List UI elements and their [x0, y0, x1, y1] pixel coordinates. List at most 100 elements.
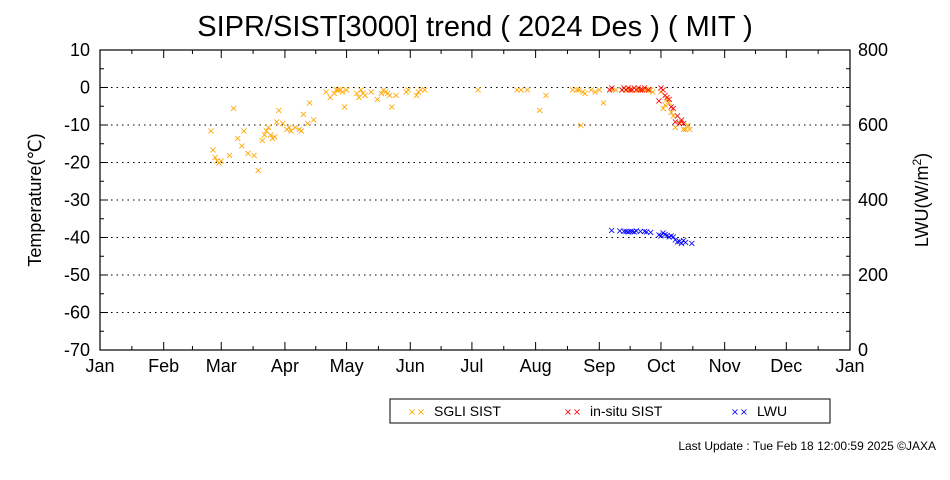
- data-point: ×: [381, 87, 389, 98]
- data-point: ×: [677, 238, 685, 249]
- x-tick-label: Jun: [396, 356, 425, 376]
- data-point: ×: [671, 117, 679, 128]
- data-point: ×: [517, 85, 525, 96]
- data-point: ×: [310, 115, 318, 126]
- data-point: ×: [612, 85, 620, 96]
- data-point: ×: [644, 85, 652, 96]
- chart-title: SIPR/SIST[3000] trend ( 2024 Des ) ( MIT…: [197, 11, 753, 43]
- data-point: ×: [240, 126, 248, 137]
- x-axis-tick-labels: Jan Feb Mar Apr May Jun Jul Aug Sep Oct Nov Dec Jan: [85, 356, 864, 376]
- data-point: ×: [675, 119, 683, 130]
- data-point: ×: [622, 226, 630, 237]
- x-tick-label: Jan: [835, 356, 864, 376]
- data-point: ×: [258, 136, 266, 147]
- data-point: ×: [622, 85, 630, 96]
- y-left-tick-label: -70: [64, 340, 90, 360]
- data-point: ×: [661, 91, 669, 102]
- axis-ticks: [99, 49, 851, 351]
- data-point: ×: [332, 85, 340, 96]
- data-point: ×: [420, 85, 428, 96]
- data-point: ×: [283, 124, 291, 135]
- data-point: ×: [628, 85, 636, 96]
- data-point: ×: [591, 87, 599, 98]
- data-point: ×: [353, 89, 361, 100]
- data-point: ×: [624, 85, 632, 96]
- data-point: ×: [686, 124, 694, 135]
- data-point: ×: [279, 119, 287, 130]
- y-axis-right-tick-labels: 800 600 400 200 0: [858, 40, 888, 360]
- y-axis-left-title: Temperature(℃): [25, 133, 45, 266]
- data-point: ×: [665, 232, 673, 243]
- y-right-tick-label: 400: [858, 190, 888, 210]
- data-point: ×: [299, 109, 307, 120]
- y-right-tick-label: 600: [858, 115, 888, 135]
- data-point: ×: [659, 104, 667, 115]
- data-point: ×: [640, 85, 648, 96]
- data-point: ×: [671, 122, 679, 133]
- y-axis-left-tick-labels: 10 0 -10 -20 -30 -40 -50 -60 -70: [64, 40, 90, 360]
- data-point: ×: [287, 126, 295, 137]
- data-point: ×: [663, 92, 671, 103]
- y-right-tick-label: 800: [858, 40, 888, 60]
- data-point: ×: [628, 85, 636, 96]
- data-point: ×: [669, 104, 677, 115]
- series-in-situ-sist: ×× ××××××××××××××××××××××××××: [605, 83, 687, 130]
- data-point: ×: [663, 230, 671, 241]
- data-point: ×: [244, 149, 252, 160]
- legend-marker: ×: [408, 407, 416, 418]
- data-point: ×: [642, 85, 650, 96]
- data-point: ×: [225, 151, 233, 162]
- y-left-tick-label: -10: [64, 115, 90, 135]
- legend-marker: ×: [417, 407, 425, 418]
- y-axis-right-title-main: LWU(W/m: [912, 166, 932, 248]
- x-tick-label: Feb: [148, 356, 179, 376]
- data-point: ×: [367, 87, 375, 98]
- data-point: ×: [634, 83, 642, 94]
- data-point: ×: [386, 91, 394, 102]
- y-left-tick-label: -40: [64, 228, 90, 248]
- data-point: ×: [330, 89, 338, 100]
- data-point: ×: [262, 126, 270, 137]
- data-point: ×: [632, 226, 640, 237]
- data-point: ×: [229, 104, 237, 115]
- data-point: ×: [636, 85, 644, 96]
- x-tick-label: Dec: [770, 356, 802, 376]
- data-point: ×: [414, 87, 422, 98]
- data-point: ×: [542, 91, 550, 102]
- data-point: ×: [675, 236, 683, 247]
- data-point: ×: [683, 121, 691, 132]
- data-point: ×: [392, 91, 400, 102]
- data-point: ×: [634, 85, 642, 96]
- data-point: ×: [238, 141, 246, 152]
- data-point: ×: [217, 156, 225, 167]
- data-point: ×: [513, 85, 521, 96]
- data-point: ×: [642, 227, 650, 238]
- data-point: ×: [655, 96, 663, 107]
- data-point: ×: [338, 87, 346, 98]
- data-point: ×: [326, 92, 334, 103]
- data-point: ×: [626, 85, 634, 96]
- series-lwu: × ×××××××××××× ×××××××××××××××: [607, 226, 696, 250]
- data-point: ×: [270, 132, 278, 143]
- x-tick-label: Apr: [271, 356, 299, 376]
- data-point: ×: [213, 156, 221, 167]
- x-tick-label: Aug: [520, 356, 552, 376]
- data-point: ×: [211, 152, 219, 163]
- data-point: ×: [254, 166, 262, 177]
- data-point: ×: [667, 107, 675, 118]
- data-point: ×: [379, 85, 387, 96]
- data-point: ×: [207, 126, 215, 137]
- data-point: ×: [671, 235, 679, 246]
- x-tick-label: Jul: [460, 356, 483, 376]
- data-point: ×: [579, 87, 587, 98]
- data-point: ×: [322, 87, 330, 98]
- data-point: ×: [626, 85, 634, 96]
- data-point: ×: [568, 85, 576, 96]
- data-point: ×: [622, 85, 630, 96]
- data-point: ×: [297, 126, 305, 137]
- data-point: ×: [663, 94, 671, 105]
- data-point: ×: [628, 227, 636, 238]
- data-point: ×: [636, 226, 644, 237]
- data-point: ×: [667, 231, 675, 242]
